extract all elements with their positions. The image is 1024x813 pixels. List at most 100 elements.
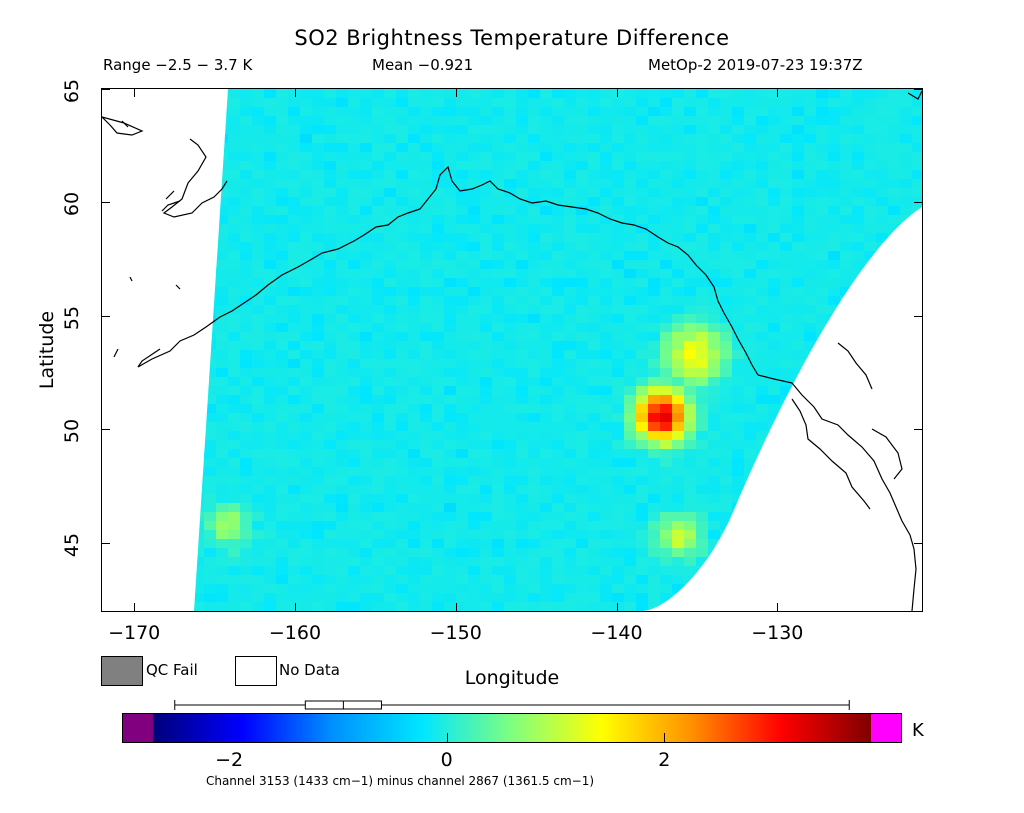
grid-cell — [300, 323, 313, 333]
grid-cell — [348, 188, 361, 198]
grid-cell — [492, 476, 505, 486]
grid-cell — [768, 224, 781, 234]
grid-cell — [744, 368, 757, 378]
grid-cell — [516, 377, 529, 387]
grid-cell — [384, 368, 397, 378]
grid-cell — [876, 260, 889, 270]
grid-cell — [480, 233, 493, 243]
grid-cell — [372, 314, 385, 324]
grid-cell — [456, 575, 469, 585]
grid-cell — [756, 359, 769, 369]
grid-cell — [708, 215, 721, 225]
grid-cell — [732, 107, 745, 117]
grid-cell — [516, 233, 529, 243]
grid-cell — [648, 512, 661, 522]
grid-cell — [528, 521, 541, 531]
grid-cell — [372, 233, 385, 243]
grid-cell — [588, 125, 601, 135]
grid-cell — [840, 260, 853, 270]
grid-cell — [504, 395, 517, 405]
grid-cell — [828, 431, 841, 441]
grid-cell — [252, 89, 265, 99]
grid-cell — [264, 98, 277, 108]
grid-cell — [564, 467, 577, 477]
grid-cell — [528, 143, 541, 153]
grid-cell — [408, 566, 421, 576]
grid-cell — [444, 386, 457, 396]
grid-cell — [744, 512, 757, 522]
grid-cell — [324, 278, 337, 288]
grid-cell — [504, 269, 517, 279]
grid-cell — [300, 584, 313, 594]
grid-cell — [864, 602, 877, 611]
grid-cell — [360, 179, 373, 189]
grid-cell — [432, 440, 445, 450]
grid-cell — [720, 197, 733, 207]
grid-cell — [768, 161, 781, 171]
grid-cell — [372, 179, 385, 189]
grid-cell — [324, 224, 337, 234]
grid-cell — [228, 242, 241, 252]
grid-cell — [504, 431, 517, 441]
grid-cell — [252, 305, 265, 315]
grid-cell — [276, 233, 289, 243]
colorbar-tick-label: 0 — [440, 749, 453, 771]
grid-cell — [252, 251, 265, 261]
grid-cell — [636, 359, 649, 369]
grid-cell — [876, 116, 889, 126]
grid-cell — [300, 188, 313, 198]
grid-cell — [360, 332, 373, 342]
grid-cell — [276, 368, 289, 378]
grid-cell — [852, 557, 865, 567]
grid-cell — [600, 413, 613, 423]
grid-cell — [300, 296, 313, 306]
grid-cell — [504, 494, 517, 504]
grid-cell — [804, 431, 817, 441]
grid-cell — [708, 575, 721, 585]
grid-cell — [540, 98, 553, 108]
grid-cell — [468, 143, 481, 153]
grid-cell — [756, 386, 769, 396]
grid-cell — [360, 278, 373, 288]
grid-cell — [720, 188, 733, 198]
grid-cell — [336, 197, 349, 207]
grid-cell — [828, 602, 841, 611]
grid-cell — [576, 197, 589, 207]
grid-cell — [528, 386, 541, 396]
grid-cell — [444, 440, 457, 450]
grid-cell — [552, 260, 565, 270]
grid-cell — [564, 197, 577, 207]
grid-cell — [684, 233, 697, 243]
grid-cell — [204, 359, 217, 369]
grid-cell — [480, 206, 493, 216]
grid-cell — [204, 278, 217, 288]
grid-cell — [300, 215, 313, 225]
grid-cell — [312, 233, 325, 243]
grid-cell — [816, 224, 829, 234]
grid-cell — [396, 170, 409, 180]
grid-cell — [516, 485, 529, 495]
grid-cell — [552, 575, 565, 585]
grid-cell — [780, 422, 793, 432]
grid-cell — [336, 404, 349, 414]
grid-cell — [288, 98, 301, 108]
grid-cell — [384, 476, 397, 486]
grid-cell — [792, 602, 805, 611]
grid-cell — [216, 233, 229, 243]
grid-cell — [552, 278, 565, 288]
grid-cell — [876, 206, 889, 216]
grid-cell — [672, 449, 685, 459]
grid-cell — [324, 89, 337, 99]
x-tick — [134, 603, 136, 611]
grid-cell — [912, 503, 922, 513]
grid-cell — [384, 215, 397, 225]
grid-cell — [480, 215, 493, 225]
grid-cell — [768, 296, 781, 306]
grid-cell — [804, 494, 817, 504]
grid-cell — [324, 368, 337, 378]
colorbar-tick-label: −2 — [215, 749, 244, 771]
grid-cell — [516, 98, 529, 108]
grid-cell — [864, 260, 877, 270]
grid-cell — [576, 458, 589, 468]
grid-cell — [396, 413, 409, 423]
